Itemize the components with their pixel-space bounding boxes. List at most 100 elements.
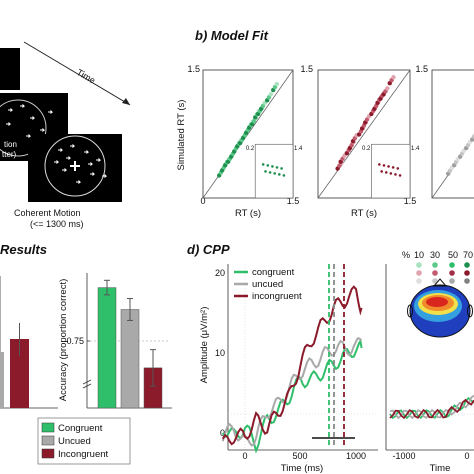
panel-b-tick-y-top: 1.5 <box>187 64 200 74</box>
inset-point <box>275 166 279 169</box>
cpp-right-line-incongruent <box>389 398 474 420</box>
panel-b-tick-x-right: 1.5 <box>287 196 300 206</box>
panel-d-legend: congruent uncued incongruent <box>234 267 302 302</box>
percent-dot <box>464 262 470 268</box>
scatter-panel-2: 0.2 1.4 <box>317 69 420 199</box>
percent-50: 50 <box>448 250 458 260</box>
time-arrow-head <box>122 98 130 105</box>
panel-b-title: b) Model Fit <box>195 28 269 43</box>
panel-b-xlabel: RT (s) <box>235 208 261 219</box>
uncued-bar-left <box>0 352 4 408</box>
percent-10: 10 <box>414 250 424 260</box>
panel-b2-tick-y-top: 1.5 <box>300 64 313 74</box>
legend-text-incongruent: incongruent <box>252 291 302 302</box>
inset-point <box>266 164 270 167</box>
scatter-frame <box>202 69 294 199</box>
scatter-point <box>471 134 474 139</box>
panel-d-right-xtick-2: 0 <box>464 451 469 461</box>
panel-c-ytick: 0.75 <box>66 336 84 346</box>
percent-dot <box>432 278 438 284</box>
scatter-panel-3 <box>431 69 474 199</box>
caption-line-2: (<= 1300 ms) <box>30 219 84 229</box>
inset-point <box>396 167 400 170</box>
frame-2-text-2: tter) <box>2 150 17 159</box>
cpp-right-line-congruent <box>389 396 474 420</box>
percent-dot <box>416 270 422 276</box>
inset-point <box>394 173 397 176</box>
percent-dot <box>432 262 438 268</box>
percent-70: 70 <box>463 250 473 260</box>
rt-markers <box>312 264 355 448</box>
inset-point <box>280 167 283 170</box>
accuracy-bar-uncued <box>120 309 140 409</box>
motion-dot-13 <box>76 180 82 184</box>
inset-point <box>282 174 286 177</box>
motion-dot-1 <box>20 104 26 108</box>
legend-text-congruent: congruent <box>252 267 295 278</box>
panel-d-xtick-500: 500 <box>292 451 307 461</box>
panel-b2-xlabel: RT (s) <box>351 208 377 219</box>
inset-tick-low: 0.2 <box>246 146 255 152</box>
percent-dot <box>416 262 422 268</box>
inset-frame <box>371 143 411 199</box>
identity-line <box>431 137 474 199</box>
inset-point <box>261 163 265 166</box>
time-arrow <box>23 41 131 106</box>
panel-d-right-axes <box>385 264 474 451</box>
percent-dot <box>432 270 438 276</box>
motion-dot-3 <box>6 122 12 126</box>
inset-point <box>378 163 381 166</box>
motion-dot-12 <box>90 172 96 176</box>
scatter-panel-1: 0.2 1.4 <box>202 69 303 199</box>
cpp-line-incongruent <box>221 285 363 446</box>
incongruent-bar-left <box>10 339 29 408</box>
panel-d-right-xtick-1: -1000 <box>392 451 415 461</box>
panel-d-xlabel: Time (ms) <box>281 463 323 474</box>
nose <box>432 278 448 287</box>
inset-point <box>264 170 267 173</box>
accuracy-bar-congruent <box>97 287 117 409</box>
motion-dot-15 <box>66 156 72 160</box>
inset-point <box>382 164 386 167</box>
inset-tick-high: 1.4 <box>411 146 420 152</box>
percent-dot <box>449 270 455 276</box>
motion-dot-6 <box>48 110 54 114</box>
inset-point <box>384 171 388 174</box>
inset-point <box>398 174 402 177</box>
percent-label: % <box>402 250 410 260</box>
motion-dot-11 <box>62 168 68 172</box>
percent-dot <box>449 262 455 268</box>
scatter-frame <box>317 69 411 199</box>
identity-line <box>317 69 411 199</box>
motion-dot-8 <box>70 144 76 148</box>
panel-a: tion tter) Time Coherent Motion (<= 1300… <box>0 41 131 229</box>
inset-point <box>278 173 281 176</box>
percent-legend: % 10 30 50 70 <box>402 250 473 260</box>
inset-tick-low: 0.2 <box>362 146 371 152</box>
legend-label-congruent: Congruent <box>58 423 103 434</box>
panel-c-ylabel: Accuracy (proportion correct) <box>58 279 69 401</box>
panel-d-ylabel: Amplitude (μV/m²) <box>199 307 210 384</box>
panel-d-title: d) CPP <box>187 242 230 257</box>
percent-30: 30 <box>430 250 440 260</box>
panel-d-right-xlabel: Time <box>430 463 451 474</box>
motion-dot-4 <box>40 128 46 132</box>
scatter-point <box>391 75 396 80</box>
panel-b-tick-x-left: 0 <box>200 196 205 206</box>
scatter-frame <box>431 69 474 199</box>
panel-d-xtick-0: 0 <box>242 451 247 461</box>
inset-point <box>387 165 390 168</box>
stimulus-frame-1 <box>0 48 20 90</box>
panel-c-legend: Congruent Uncued Incongruent <box>37 417 131 465</box>
panel-d-ytick-10: 10 <box>215 348 225 358</box>
inset-point <box>271 165 274 168</box>
cpp-right-line-uncued <box>389 394 474 420</box>
aperture-3 <box>44 135 106 197</box>
panel-b2-tick-x-right: 1.5 <box>404 196 417 206</box>
motion-dot-14 <box>102 174 108 178</box>
accuracy-bars <box>97 279 163 409</box>
legend-swatch-uncued <box>41 435 55 446</box>
caption-line-1: Coherent Motion <box>14 208 81 218</box>
legend-label-uncued: Uncued <box>58 436 91 447</box>
fixation-cross <box>70 161 80 171</box>
